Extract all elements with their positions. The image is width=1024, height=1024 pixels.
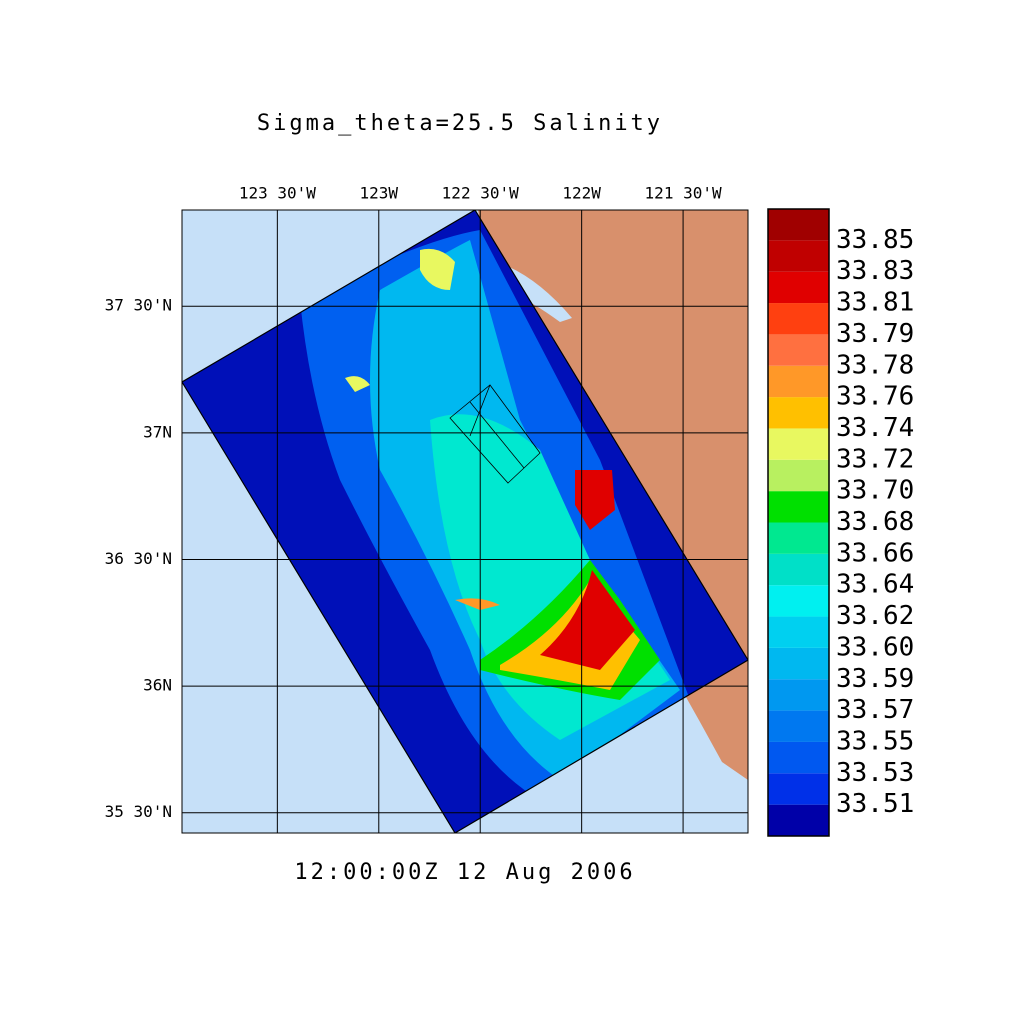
colorbar-label: 33.62 bbox=[836, 601, 914, 631]
colorbar-label: 33.55 bbox=[836, 726, 914, 756]
colorbar-band bbox=[768, 804, 829, 836]
colorbar-band bbox=[768, 397, 829, 429]
y-tick-label: 36N bbox=[143, 676, 172, 695]
salinity-field bbox=[182, 210, 748, 833]
y-tick-label: 36 30'N bbox=[105, 549, 172, 568]
colorbar-label: 33.70 bbox=[836, 476, 914, 506]
y-tick-label: 35 30'N bbox=[105, 802, 172, 821]
colorbar-label: 33.85 bbox=[836, 225, 914, 255]
colorbar-label: 33.81 bbox=[836, 288, 914, 318]
colorbar-label: 33.76 bbox=[836, 382, 914, 412]
colorbar-band bbox=[768, 428, 829, 460]
x-tick-label: 123W bbox=[360, 184, 399, 203]
x-tick-label: 122 30'W bbox=[442, 184, 519, 203]
bay bbox=[505, 265, 572, 322]
colorbar-band bbox=[768, 491, 829, 523]
x-tick-label: 123 30'W bbox=[239, 184, 316, 203]
colorbar-band bbox=[768, 459, 829, 492]
x-tick-label: 121 30'W bbox=[645, 184, 722, 203]
colorbar-band bbox=[768, 334, 829, 366]
colorbar-band bbox=[768, 773, 829, 805]
colorbar-band bbox=[768, 679, 829, 711]
colorbar-label: 33.66 bbox=[836, 538, 914, 568]
colorbar-band bbox=[768, 585, 829, 617]
map-area bbox=[182, 210, 748, 833]
colorbar-band bbox=[768, 240, 829, 272]
colorbar-band bbox=[768, 303, 829, 335]
colorbar-label: 33.60 bbox=[836, 632, 914, 662]
grid: 123 30'W 123W 122 30'W 122W 121 30'W 35 30'N 3… bbox=[105, 184, 748, 833]
map-title: Sigma_theta=25.5 Salinity bbox=[257, 111, 663, 136]
colorbar-band bbox=[768, 710, 829, 742]
colorbar-band bbox=[768, 553, 829, 586]
nest-box bbox=[449, 384, 541, 484]
colorbar-label: 33.64 bbox=[836, 570, 914, 600]
colorbar-label: 33.53 bbox=[836, 758, 914, 788]
colorbar-band bbox=[768, 647, 829, 680]
colorbar: 33.5133.5333.5533.5733.5933.6033.6233.64… bbox=[767, 208, 914, 837]
y-tick-label: 37N bbox=[143, 422, 172, 441]
colorbar-band bbox=[768, 271, 829, 304]
colorbar-band bbox=[768, 365, 829, 398]
colorbar-band bbox=[768, 209, 829, 241]
model-domain bbox=[182, 210, 748, 833]
colorbar-label: 33.51 bbox=[836, 789, 914, 819]
colorbar-label: 33.68 bbox=[836, 507, 914, 537]
colorbar-label: 33.57 bbox=[836, 695, 914, 725]
colorbar-label: 33.83 bbox=[836, 256, 914, 286]
colorbar-label: 33.72 bbox=[836, 444, 914, 474]
colorbar-label: 33.78 bbox=[836, 350, 914, 380]
x-tick-label: 122W bbox=[562, 184, 601, 203]
colorbar-label: 33.59 bbox=[836, 664, 914, 694]
colorbar-label: 33.74 bbox=[836, 413, 914, 443]
colorbar-band bbox=[768, 522, 829, 554]
map-frame bbox=[181, 209, 749, 834]
timestamp: 12:00:00Z 12 Aug 2006 bbox=[294, 860, 635, 885]
colorbar-label: 33.79 bbox=[836, 319, 914, 349]
y-tick-label: 37 30'N bbox=[105, 296, 172, 315]
colorbar-band bbox=[768, 616, 829, 648]
colorbar-frame bbox=[767, 208, 830, 837]
colorbar-band bbox=[768, 741, 829, 774]
